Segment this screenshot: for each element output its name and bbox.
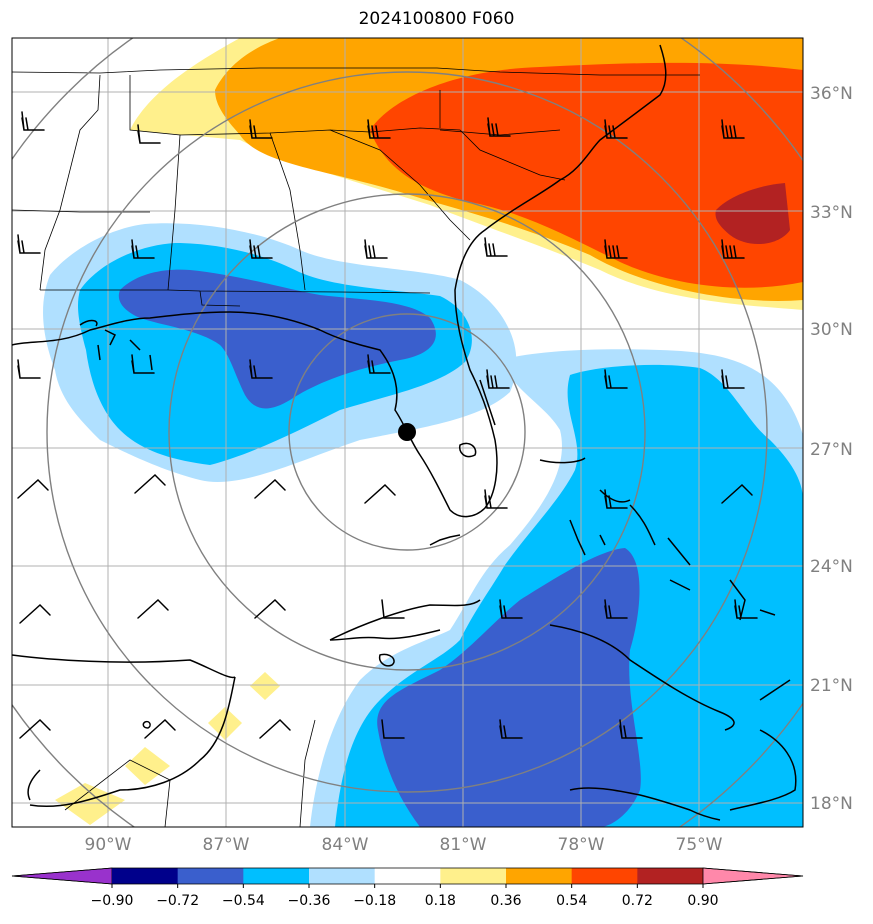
colorbar-extend-high [702,867,804,885]
wind-barb [17,359,41,379]
lat-label: 21°N [810,676,853,696]
wind-barb [364,239,388,259]
wind-barb [131,354,155,374]
wind-barb [367,354,391,374]
wind-barb [19,718,51,739]
colorbar-label: 0.72 [622,893,653,909]
lat-axis: 36°N 33°N 30°N 27°N 24°N 21°N 18°N [810,84,853,814]
wind-barb [131,239,155,259]
colorbar-cell [112,868,179,884]
contour-pos-max [715,183,790,245]
wind-barb [137,598,169,619]
colorbar-cell [177,868,244,884]
lon-label: 81°W [440,835,487,855]
lon-label: 78°W [558,835,605,855]
wind-barb [364,483,396,504]
lon-axis: 90°W 87°W 84°W 81°W 78°W 75°W [85,835,723,855]
lat-label: 24°N [810,557,853,577]
colorbar-cell [440,868,507,884]
lat-label: 36°N [810,84,853,104]
wind-barb [484,237,508,257]
wind-barb [721,239,745,259]
wind-barb [249,359,273,379]
wind-barb [499,719,523,739]
wind-barbs [17,111,758,739]
range-ring [168,193,646,671]
map-frame [11,37,804,828]
lat-label: 18°N [810,794,853,814]
colorbar-label: 0.36 [490,893,521,909]
wind-barb [137,124,161,144]
colorbar-cell [637,868,704,884]
wind-barb [721,483,753,504]
colorbar-label: 0.18 [425,893,456,909]
lon-label: 87°W [203,835,250,855]
wind-barb [604,599,628,619]
lat-label: 27°N [810,440,853,460]
wind-barb [604,239,628,259]
wind-barb [249,119,273,139]
wind-barb [734,599,758,619]
wind-barb [484,489,508,509]
wind-barb [249,239,273,259]
wind-barb [604,489,628,509]
colorbar-label: −0.18 [353,893,396,909]
contour-pos-high [370,62,803,288]
wind-barb [604,369,628,389]
map-title: 2024100800 F060 [358,9,515,29]
colorbar-cell [309,868,376,884]
storm-center-marker [398,423,416,441]
wind-barb [367,119,391,139]
wind-barb [21,111,45,131]
wind-barb [254,598,286,619]
coastlines [12,44,797,821]
colorbar-label: 0.54 [556,893,587,909]
wind-barb [259,718,291,739]
colorbar-cell [243,868,310,884]
wind-barb [619,719,643,739]
wind-barb [254,478,286,499]
political-borders [12,67,700,827]
colorbar-label: −0.36 [288,893,331,909]
lat-lon-grid [12,38,803,827]
wind-barb [17,478,49,499]
wind-barb [144,718,176,739]
wind-barb [721,119,745,139]
lat-label: 30°N [810,320,853,340]
colorbar-label: −0.90 [91,893,134,909]
colorbar-cell [571,868,638,884]
contour-neg-deep-atl [377,548,641,827]
contour-pos-blob-2 [208,707,242,740]
wind-barb [721,369,745,389]
contour-neg-deep-gulf [118,269,436,409]
colorbar-label: −0.54 [222,893,265,909]
range-ring [288,313,526,551]
colorbar-cell [374,868,441,884]
range-ring [46,71,768,793]
wind-barb [134,473,166,494]
colorbar-label: −0.72 [156,893,199,909]
lon-label: 90°W [85,835,132,855]
contour-pos-blob-3 [125,747,170,785]
colorbar-extend-low [11,867,113,885]
wind-barb [486,369,510,389]
wind-barb [17,234,41,254]
colorbar: −0.90 −0.72 −0.54 −0.36 −0.18 0.18 0.36 0.54 0.7… [11,867,804,909]
wind-barb [604,119,628,139]
wind-barb [381,599,405,619]
lon-label: 75°W [676,835,723,855]
lat-label: 33°N [810,203,853,223]
lon-label: 84°W [322,835,369,855]
wind-barb [499,599,523,619]
wind-barb [19,603,51,624]
wind-barb [487,117,511,137]
contour-pos-blob-1 [250,672,280,700]
colorbar-cell [506,868,573,884]
colorbar-label: 0.90 [687,893,718,909]
wind-barb [381,719,405,739]
